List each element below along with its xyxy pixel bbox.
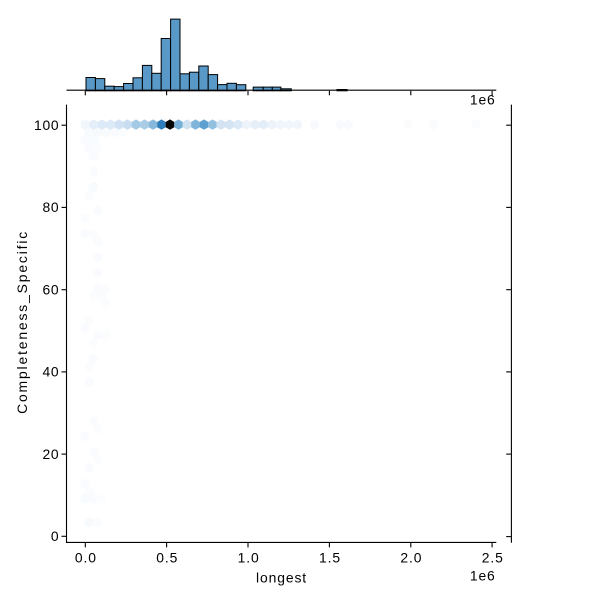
svg-text:1e6: 1e6 (470, 567, 496, 583)
svg-text:0.5: 0.5 (156, 549, 178, 565)
svg-text:100: 100 (34, 117, 59, 133)
svg-text:Completeness_Specific: Completeness_Specific (14, 230, 30, 414)
svg-text:0: 0 (51, 528, 59, 544)
svg-text:2.0: 2.0 (400, 549, 422, 565)
svg-text:longest: longest (256, 570, 307, 586)
svg-text:0.0: 0.0 (75, 549, 97, 565)
svg-text:1e6: 1e6 (470, 92, 496, 108)
svg-text:60: 60 (42, 281, 59, 297)
svg-text:80: 80 (42, 199, 59, 215)
svg-text:1.0: 1.0 (238, 549, 260, 565)
svg-text:20: 20 (42, 446, 59, 462)
svg-text:2.5: 2.5 (482, 549, 504, 565)
svg-text:1.5: 1.5 (319, 549, 341, 565)
svg-text:40: 40 (42, 364, 59, 380)
